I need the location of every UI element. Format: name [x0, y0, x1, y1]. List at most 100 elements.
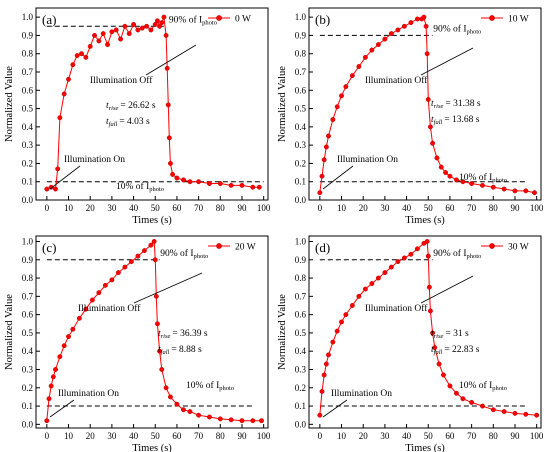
arrow-illumination-off — [420, 275, 474, 304]
data-point — [425, 253, 431, 259]
data-point — [217, 181, 223, 186]
panel-c: 0 10 20 30 40 50 60 70 80 90 100 0.0 0.1 0.2 0.3 0.4 0.5… — [4, 235, 271, 452]
data-point — [57, 115, 63, 121]
data-point — [61, 343, 67, 349]
arrow-illumination-on — [322, 399, 348, 418]
x-tick-label: 90 — [510, 431, 520, 441]
data-point — [159, 367, 165, 372]
panel-a: 0 10 20 30 40 50 60 70 80 90 100 0.0 0.1 0.2 0.3 0.4 0.5… — [4, 7, 271, 226]
data-point — [362, 54, 368, 60]
data-point — [323, 144, 329, 150]
y-tick-label: 0.4 — [295, 346, 307, 356]
y-tick-label: 1.0 — [295, 12, 307, 22]
data-point — [70, 62, 76, 68]
annotation-illumination-on: Illumination On — [64, 155, 125, 165]
x-tick-label: 10 — [64, 203, 74, 213]
data-point — [330, 117, 336, 122]
annotation-illumination-on: Illumination On — [331, 389, 392, 399]
data-point — [163, 32, 169, 38]
y-tick-label: 0.6 — [295, 85, 307, 95]
data-point — [44, 418, 50, 424]
data-point — [490, 407, 496, 413]
data-point — [453, 390, 459, 396]
annotation-low: 10% of Iphoto — [186, 380, 234, 392]
data-point — [436, 361, 442, 367]
x-axis-label: Times (s) — [405, 215, 445, 226]
data-point — [196, 179, 202, 185]
data-point — [115, 270, 121, 276]
data-point — [109, 29, 115, 35]
data-point — [382, 36, 388, 42]
data-point — [408, 20, 414, 26]
y-tick-label: 0.9 — [295, 30, 307, 40]
annotation-high: 90% of Iphoto — [160, 248, 208, 260]
data-point — [501, 186, 507, 192]
data-point — [424, 51, 430, 57]
data-point — [152, 22, 158, 27]
y-tick-label: 0.5 — [295, 328, 307, 338]
data-point — [180, 177, 186, 183]
data-point — [187, 409, 193, 414]
data-point — [423, 23, 429, 29]
y-tick-label: 0.3 — [22, 364, 34, 374]
data-point — [421, 14, 427, 20]
data-point — [50, 374, 56, 380]
data-point — [128, 259, 134, 265]
plot-frame — [308, 7, 542, 201]
data-point — [87, 43, 93, 49]
data-point — [92, 32, 97, 38]
y-tick-label: 0.5 — [295, 104, 307, 114]
data-point — [165, 102, 171, 108]
data-point — [349, 303, 355, 308]
data-point — [228, 417, 234, 423]
annotation-high: 90% of Iphoto — [433, 248, 481, 260]
data-point — [126, 31, 132, 37]
panel-label: (b) — [315, 12, 330, 27]
data-point — [339, 93, 344, 99]
x-tick-label: 30 — [380, 203, 390, 213]
y-tick-label: 0.4 — [22, 346, 34, 356]
data-point — [408, 251, 414, 257]
x-tick-label: 0 — [318, 203, 323, 213]
data-point — [135, 27, 141, 33]
data-point — [152, 257, 158, 263]
data-point — [118, 36, 124, 42]
data-point — [424, 239, 430, 244]
y-tick-label: 1.0 — [22, 236, 34, 246]
y-tick-label: 0.7 — [22, 67, 34, 77]
x-tick-label: 40 — [402, 431, 412, 441]
data-point — [96, 290, 102, 296]
data-point — [166, 135, 172, 141]
y-tick-label: 0.4 — [22, 122, 34, 132]
legend-marker — [216, 15, 222, 21]
annotation-low: 10% of Iphoto — [116, 181, 164, 193]
plot-frame — [35, 235, 269, 429]
data-point — [207, 181, 212, 186]
data-point — [362, 286, 368, 292]
data-point — [382, 270, 388, 276]
x-tick-label: 90 — [237, 431, 247, 441]
annotation-low: 10% of Iphoto — [459, 380, 507, 392]
x-tick-label: 20 — [86, 431, 96, 441]
x-tick-label: 30 — [107, 203, 117, 213]
data-point — [53, 186, 58, 192]
data-point — [395, 27, 401, 33]
data-point — [321, 157, 327, 163]
rise-time-label: trise = 36.39 s — [158, 329, 208, 340]
x-axis-label: Times (s) — [132, 443, 172, 452]
data-point — [187, 179, 193, 185]
y-tick-label: 0.1 — [22, 401, 33, 411]
data-point — [369, 47, 375, 53]
data-point — [427, 308, 433, 314]
panel-b: 0 10 20 30 40 50 60 70 80 90 100 0.0 0.1 0.2 0.3 0.4 0.5… — [277, 7, 544, 226]
data-point — [317, 190, 323, 196]
x-tick-label: 50 — [424, 431, 434, 441]
x-tick-label: 100 — [530, 203, 544, 213]
plot-frame — [35, 7, 269, 201]
y-tick-label: 0.2 — [22, 383, 33, 393]
data-point — [469, 181, 475, 186]
x-tick-label: 50 — [424, 203, 434, 213]
data-point — [154, 18, 160, 24]
x-tick-label: 30 — [380, 431, 390, 441]
data-point — [501, 409, 507, 414]
